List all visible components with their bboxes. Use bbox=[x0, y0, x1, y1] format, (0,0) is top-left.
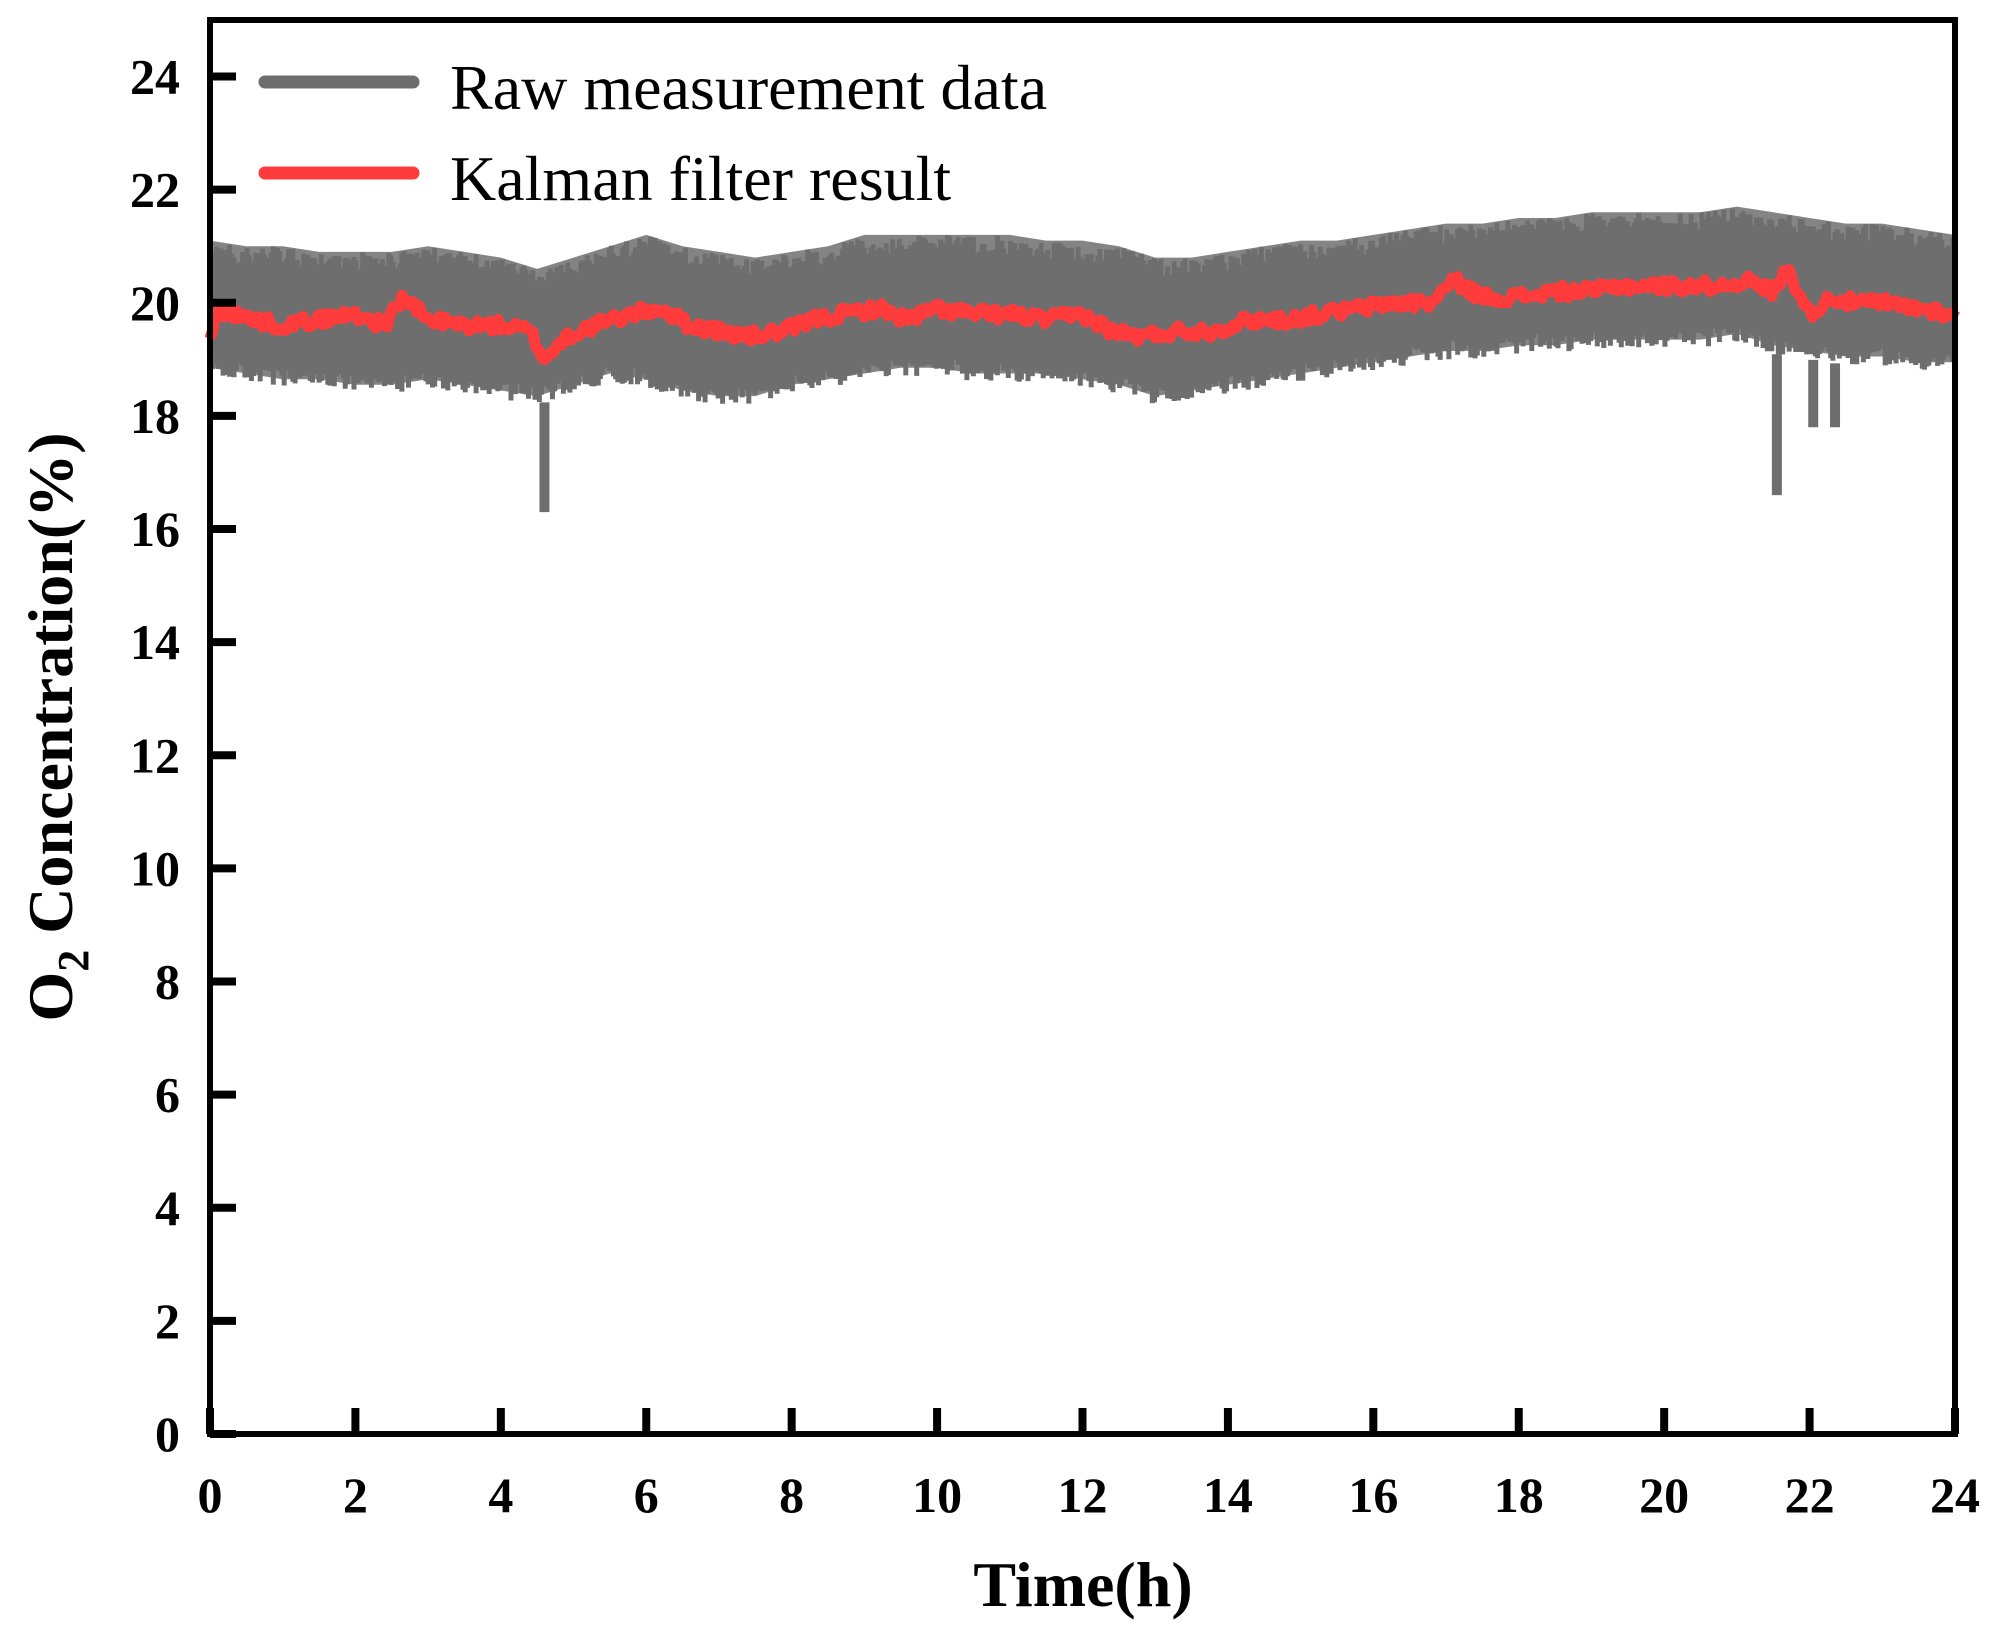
y-tick-label-10: 10 bbox=[130, 840, 180, 896]
y-tick-label-6: 6 bbox=[155, 1067, 180, 1123]
y-tick-label-18: 18 bbox=[130, 388, 180, 444]
y-axis-title-subscript: 2 bbox=[49, 950, 98, 972]
y-axis-title-prefix: O bbox=[15, 972, 86, 1022]
x-tick-label-20: 20 bbox=[1639, 1467, 1689, 1523]
y-tick-label-16: 16 bbox=[130, 501, 180, 557]
x-tick-label-4: 4 bbox=[488, 1467, 513, 1523]
y-axis-title: O2 Concentration(%) bbox=[15, 432, 98, 1021]
x-tick-label-6: 6 bbox=[634, 1467, 659, 1523]
kalman-line-layer bbox=[204, 264, 1960, 366]
y-tick-label-20: 20 bbox=[130, 275, 180, 331]
y-tick-label-2: 2 bbox=[155, 1293, 180, 1349]
kalman-filter-series bbox=[204, 264, 1960, 366]
raw-spike-layer bbox=[539, 354, 1841, 513]
legend: Raw measurement data Kalman filter resul… bbox=[258, 52, 1047, 214]
legend-label-raw: Raw measurement data bbox=[450, 52, 1047, 123]
y-tick-label-14: 14 bbox=[130, 614, 180, 670]
raw-measurement-band bbox=[210, 206, 1955, 397]
x-tick-label-10: 10 bbox=[912, 1467, 962, 1523]
x-tick-label-12: 12 bbox=[1058, 1467, 1108, 1523]
y-tick-label-4: 4 bbox=[155, 1180, 180, 1236]
x-axis-title: Time(h) bbox=[973, 1549, 1192, 1620]
legend-label-kalman: Kalman filter result bbox=[450, 143, 951, 214]
x-tick-label-18: 18 bbox=[1494, 1467, 1544, 1523]
x-tick-label-8: 8 bbox=[779, 1467, 804, 1523]
y-tick-label-8: 8 bbox=[155, 954, 180, 1010]
y-axis-title-suffix: Concentration(%) bbox=[15, 432, 86, 949]
x-tick-label-2: 2 bbox=[343, 1467, 368, 1523]
y-tick-label-0: 0 bbox=[155, 1406, 180, 1462]
x-tick-label-14: 14 bbox=[1203, 1467, 1253, 1523]
x-tick-label-22: 22 bbox=[1785, 1467, 1835, 1523]
x-tick-label-16: 16 bbox=[1348, 1467, 1398, 1523]
x-tick-label-0: 0 bbox=[198, 1467, 223, 1523]
y-tick-label-24: 24 bbox=[130, 49, 180, 105]
y-tick-label-12: 12 bbox=[130, 727, 180, 783]
x-tick-label-24: 24 bbox=[1930, 1467, 1980, 1523]
raw-data-layer bbox=[207, 206, 1958, 404]
x-axis: 0 2 4 6 8 10 12 14 16 18 20 22 24 bbox=[198, 1408, 1980, 1523]
y-tick-label-22: 22 bbox=[130, 162, 180, 218]
